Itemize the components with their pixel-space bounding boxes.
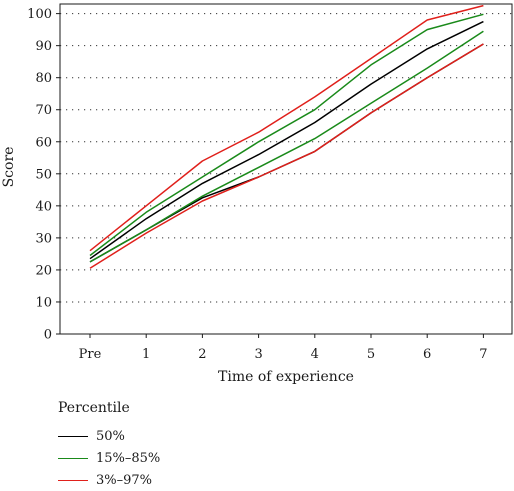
y-tick-label: 0 bbox=[44, 328, 52, 343]
series-line bbox=[89, 4, 484, 252]
series-line bbox=[89, 20, 484, 260]
y-tick-label: 90 bbox=[35, 39, 52, 54]
legend-items: 50% 15%–85% 3%–97% bbox=[58, 425, 308, 491]
axes bbox=[56, 3, 513, 338]
x-tick-label: 3 bbox=[254, 347, 262, 362]
series-line bbox=[89, 13, 484, 257]
y-tick-label: 70 bbox=[35, 103, 52, 118]
legend-label: 15%–85% bbox=[96, 450, 161, 466]
x-tick-label: 6 bbox=[423, 347, 431, 362]
x-tick-label: 4 bbox=[311, 347, 319, 362]
y-tick-label: 60 bbox=[35, 135, 52, 150]
x-tick-label: 5 bbox=[367, 347, 375, 362]
series-line bbox=[89, 30, 484, 263]
x-tick-label: 1 bbox=[142, 347, 150, 362]
series-lines bbox=[89, 4, 484, 269]
legend-label: 3%–97% bbox=[96, 472, 153, 488]
legend-label: 50% bbox=[96, 428, 125, 444]
legend-item: 3%–97% bbox=[58, 469, 308, 491]
tick-labels: 0 10 20 30 40 50 60 70 80 90 100 Pre 1 2 3 4 5 6 7 bbox=[27, 7, 487, 362]
y-tick-label: 20 bbox=[35, 263, 52, 278]
legend-item: 15%–85% bbox=[58, 447, 308, 469]
legend-item: 50% bbox=[58, 425, 308, 447]
y-tick-label: 100 bbox=[27, 7, 52, 22]
series-line bbox=[89, 43, 484, 269]
y-tick-label: 30 bbox=[35, 231, 52, 246]
y-axis-title: Score bbox=[1, 147, 17, 188]
y-tick-label: 10 bbox=[35, 295, 52, 310]
x-tick-label: Pre bbox=[79, 347, 102, 362]
x-tick-label: 2 bbox=[198, 347, 206, 362]
legend: Percentile 50% 15%–85% 3%–97% bbox=[58, 400, 308, 491]
y-tick-label: 80 bbox=[35, 71, 52, 86]
plot-frame bbox=[59, 3, 513, 335]
legend-swatch bbox=[58, 457, 88, 459]
legend-swatch bbox=[58, 479, 88, 481]
legend-title: Percentile bbox=[58, 400, 130, 416]
y-tick-label: 50 bbox=[35, 167, 52, 182]
y-tick-label: 40 bbox=[35, 199, 52, 214]
x-tick-label: 7 bbox=[479, 347, 487, 362]
legend-swatch bbox=[58, 435, 88, 437]
x-axis-title: Time of experience bbox=[218, 369, 354, 385]
